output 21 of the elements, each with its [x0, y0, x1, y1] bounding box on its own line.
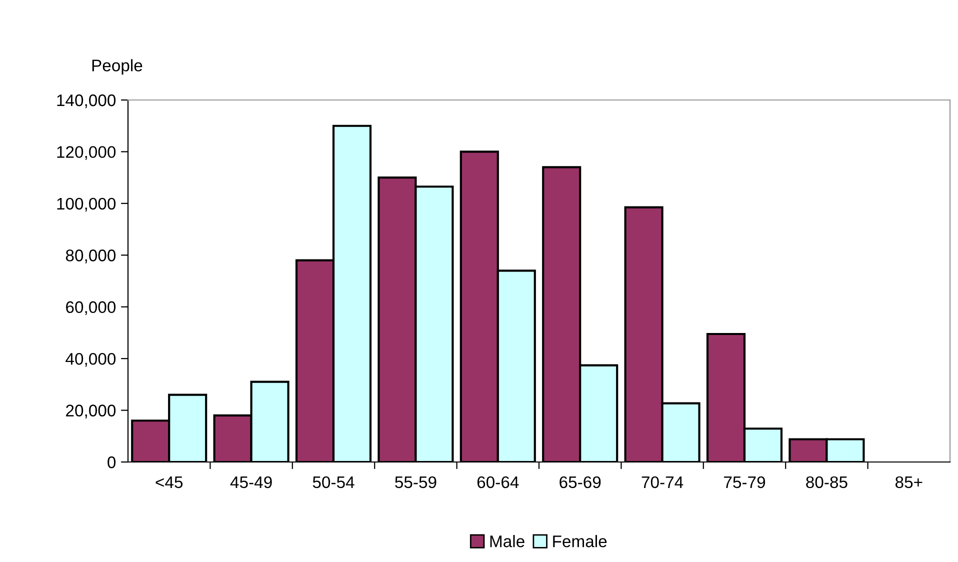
y-tick-label: 120,000	[57, 146, 116, 160]
x-tick-label: 60-64	[477, 476, 519, 488]
x-tick-label: 70-74	[642, 476, 684, 488]
y-tick-label: 20,000	[66, 404, 116, 418]
x-tick-label: 65-69	[560, 476, 601, 488]
x-tick-label: 50-54	[312, 476, 354, 488]
y-tick-label: 40,000	[66, 352, 116, 367]
x-tick-label: 55-59	[395, 476, 436, 488]
y-tick-label: 0	[108, 456, 116, 468]
legend-label: Female	[553, 535, 607, 548]
y-tick-label: 100,000	[57, 198, 116, 212]
x-tick-label: 85+	[895, 476, 922, 488]
x-tick-label: 45-49	[230, 476, 272, 488]
y-tick-label: 80,000	[66, 250, 116, 264]
y-axis-title: People	[92, 59, 142, 75]
x-tick-label: 75-79	[724, 476, 766, 488]
x-tick-label: <45	[156, 476, 183, 488]
legend-label: Male	[490, 535, 524, 548]
y-tick-label: 60,000	[66, 301, 116, 316]
x-tick-label: 80-85	[806, 476, 848, 488]
y-tick-label: 140,000	[57, 94, 116, 108]
